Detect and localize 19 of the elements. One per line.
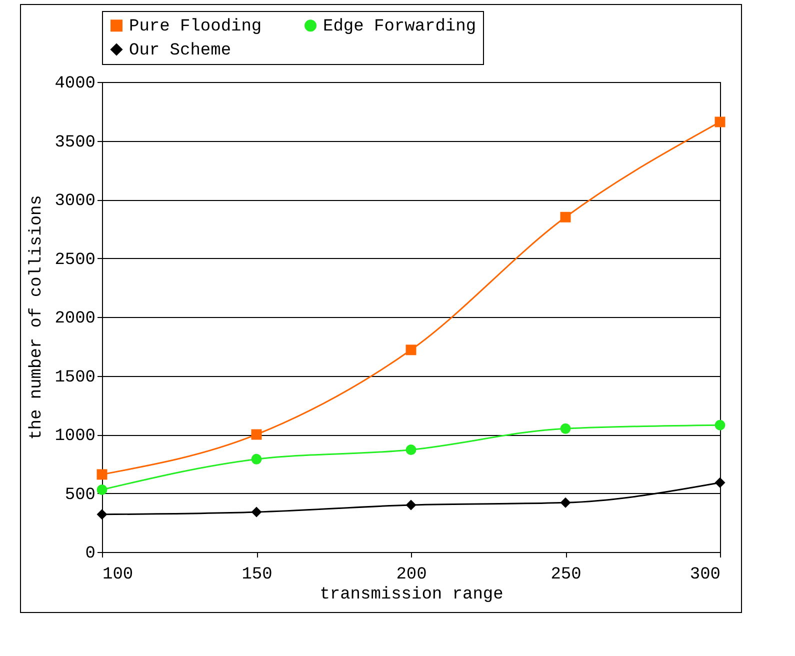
y-tick-label: 3000: [54, 192, 96, 211]
y-tick-label: 1500: [54, 368, 96, 388]
x-tick-label: 200: [396, 566, 427, 584]
y-tick-label: 2000: [54, 310, 96, 328]
legend-label: Edge Forwarding: [323, 18, 476, 37]
y-tick-label: 3500: [54, 133, 96, 152]
y-tick-label: 2500: [54, 250, 96, 270]
y-tick-label: 1000: [54, 427, 96, 446]
x-tick-label: 150: [242, 566, 272, 584]
x-tick-label: 100: [102, 566, 134, 584]
x-axis-title: transmission range: [320, 586, 504, 604]
x-tick-label: 250: [550, 566, 582, 584]
y-axis-title: the number of collisions: [28, 195, 47, 440]
x-tick-label: 300: [690, 566, 720, 584]
y-tick-label: 500: [64, 486, 96, 505]
y-tick-label: 0: [85, 544, 96, 564]
y-tick-label: 4000: [54, 74, 96, 94]
legend-label: Our Scheme: [129, 42, 232, 60]
legend-label: Pure Flooding: [129, 18, 262, 37]
